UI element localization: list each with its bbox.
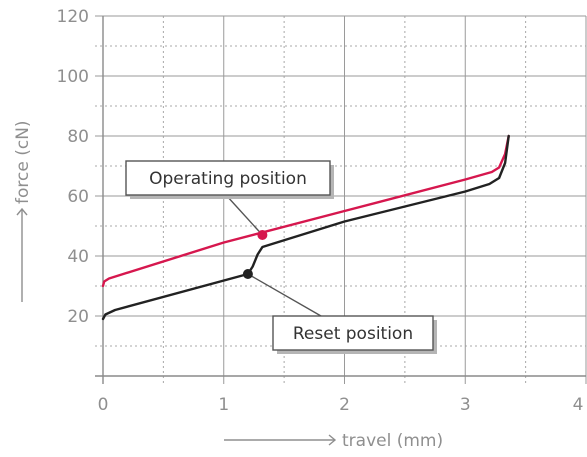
y-tick-label: 100: [57, 67, 89, 87]
x-axis-label: travel (mm): [342, 431, 443, 451]
y-axis-title: force (cN): [13, 120, 33, 302]
x-tick-label: 4: [573, 395, 584, 415]
x-tick-label: 1: [218, 395, 229, 415]
y-axis-label: force (cN): [13, 120, 33, 204]
x-axis-title: travel (mm): [224, 431, 443, 451]
y-tick-label: 40: [67, 247, 89, 267]
y-tick-label: 20: [67, 307, 89, 327]
y-tick-label: 120: [57, 7, 89, 27]
y-tick-label: 80: [67, 127, 89, 147]
annotation-leader-line: [226, 195, 262, 235]
annotation-marker: [257, 230, 267, 240]
annotation-marker: [243, 269, 253, 279]
annotation-leader-line: [248, 274, 321, 316]
y-tick-label: 60: [67, 187, 89, 207]
x-tick-label: 3: [460, 395, 471, 415]
annotation-label: Reset position: [293, 324, 413, 344]
x-tick-label: 0: [98, 395, 109, 415]
x-tick-label: 2: [339, 395, 350, 415]
annotation-label: Operating position: [149, 169, 307, 189]
